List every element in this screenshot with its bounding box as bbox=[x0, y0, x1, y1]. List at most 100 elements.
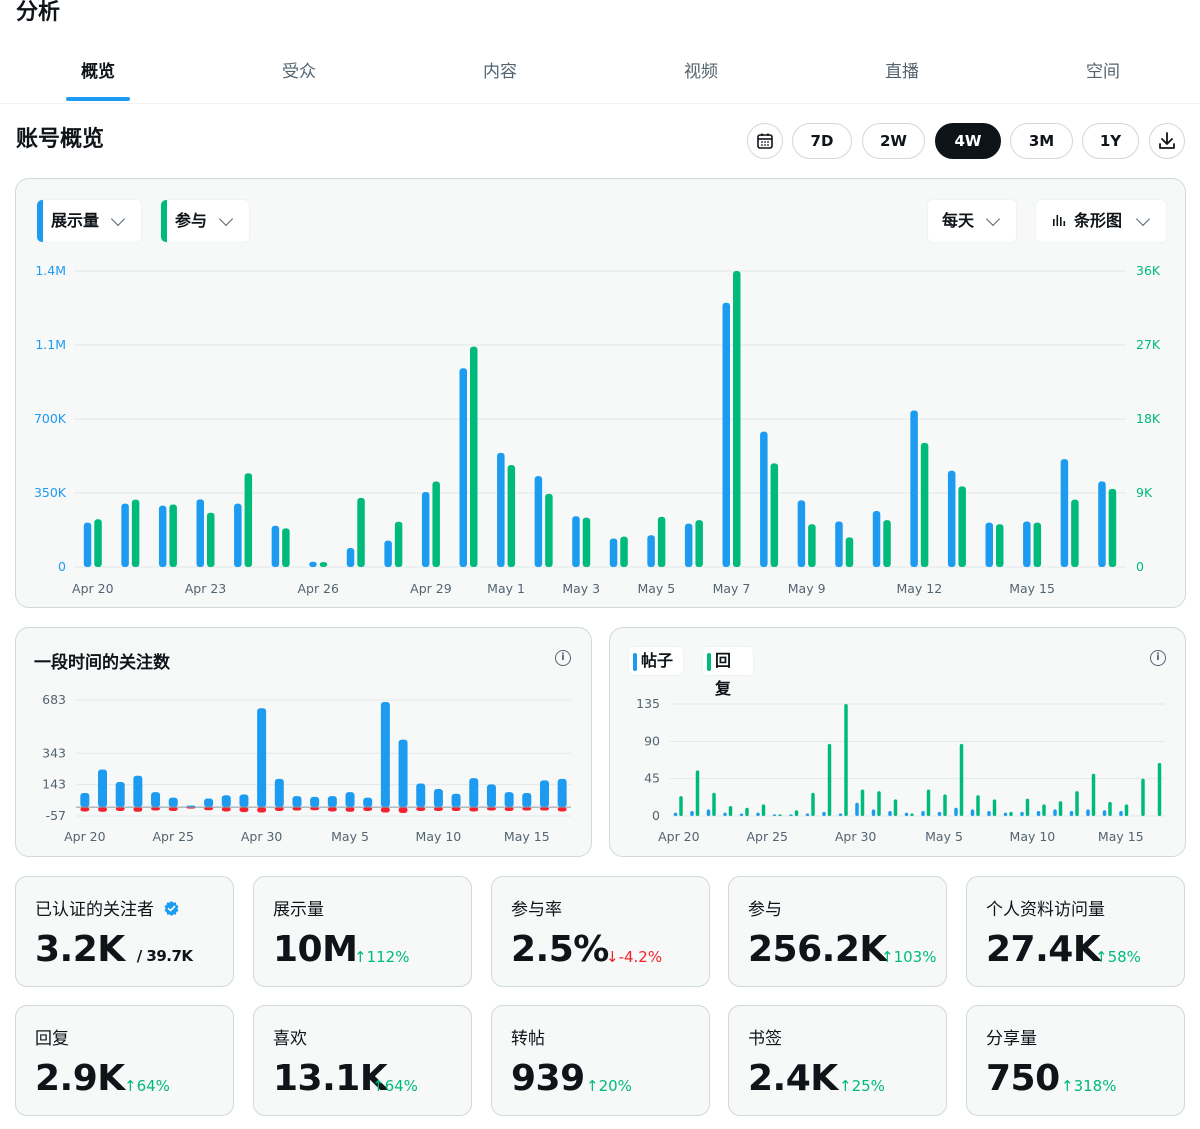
stat-card-profile-visits: 个人资料访问量 27.4K ↑58% bbox=[966, 876, 1185, 987]
granularity-label: 每天 bbox=[942, 211, 975, 230]
posts-bar bbox=[871, 809, 876, 816]
info-icon[interactable]: i bbox=[555, 650, 571, 666]
posts-bar bbox=[904, 812, 909, 816]
stat-value: 939 bbox=[511, 1058, 585, 1099]
stat-label: 参与率 bbox=[511, 900, 562, 920]
stat-card-engagements: 参与 256.2K ↑103% bbox=[728, 876, 947, 987]
posts-bar bbox=[838, 813, 843, 816]
left-axis-tick: 350K bbox=[34, 485, 67, 500]
legend-replies[interactable]: 回复 bbox=[702, 646, 754, 698]
range-2w-button[interactable]: 2W bbox=[862, 123, 925, 159]
info-icon[interactable]: i bbox=[1150, 650, 1166, 666]
left-axis-tick: 1.4M bbox=[35, 263, 66, 278]
tab-spaces[interactable]: 空间 bbox=[1086, 62, 1120, 82]
y-axis-tick: -57 bbox=[46, 808, 66, 823]
metric2-select[interactable]: 参与 bbox=[160, 199, 250, 243]
impressions-bar bbox=[346, 547, 355, 567]
replies-bar bbox=[1009, 811, 1013, 816]
posts-bar bbox=[690, 811, 694, 816]
replies-bar bbox=[794, 810, 799, 816]
replies-bar bbox=[860, 789, 865, 816]
calendar-button[interactable] bbox=[747, 123, 783, 159]
stat-label: 转帖 bbox=[511, 1029, 545, 1049]
tab-overview[interactable]: 概览 bbox=[81, 62, 115, 82]
impressions-bar bbox=[459, 368, 467, 567]
legend-posts[interactable]: 帖子 bbox=[628, 646, 684, 676]
x-axis-label: Apr 20 bbox=[72, 581, 114, 596]
tab-audience[interactable]: 受众 bbox=[282, 62, 316, 82]
unfollows-bar bbox=[98, 807, 108, 812]
engagement-bar bbox=[582, 517, 591, 567]
impressions-bar bbox=[985, 522, 993, 567]
stat-card-likes: 喜欢 13.1K ↑64% bbox=[253, 1005, 472, 1116]
replies-bar bbox=[695, 770, 700, 816]
engagement-bar bbox=[94, 519, 102, 567]
x-axis-label: May 15 bbox=[1098, 829, 1144, 844]
impressions-bar bbox=[609, 538, 618, 567]
engagement-bar bbox=[244, 473, 253, 567]
replies-bar bbox=[910, 813, 914, 816]
follows-bar bbox=[504, 792, 514, 808]
tab-video[interactable]: 视频 bbox=[684, 62, 718, 82]
stat-card-bookmarks: 书签 2.4K ↑25% bbox=[728, 1005, 947, 1116]
engagement-bar bbox=[319, 562, 328, 567]
right-axis-tick: 0 bbox=[1136, 559, 1144, 574]
unfollows-bar bbox=[239, 807, 249, 813]
unfollows-bar bbox=[398, 807, 408, 814]
engagement-bar bbox=[432, 481, 440, 567]
follows-bar bbox=[204, 798, 214, 808]
stat-change: ↑318% bbox=[1061, 1077, 1117, 1095]
range-7d-button[interactable]: 7D bbox=[792, 123, 852, 159]
range-3m-button[interactable]: 3M bbox=[1010, 123, 1073, 159]
posts-bar bbox=[739, 813, 744, 816]
tab-content[interactable]: 内容 bbox=[483, 62, 517, 82]
follows-bar bbox=[151, 792, 161, 808]
impressions-bar bbox=[910, 410, 918, 567]
unfollows-bar bbox=[345, 807, 355, 812]
posts-bar bbox=[987, 811, 991, 816]
unfollows-bar bbox=[486, 807, 496, 811]
tab-live[interactable]: 直播 bbox=[885, 62, 919, 82]
posts-chart: 135 90 45 0 Apr 20 Apr 25 Apr 30 May 5 May 10 May… bbox=[636, 696, 1165, 844]
page-title: 分析 bbox=[16, 0, 61, 25]
follows-bar bbox=[327, 796, 337, 808]
x-axis-label: May 12 bbox=[896, 581, 942, 596]
posts-bar bbox=[1102, 810, 1107, 816]
left-axis-tick: 700K bbox=[34, 411, 67, 426]
follows-bar bbox=[345, 792, 355, 808]
posts-bar bbox=[1003, 812, 1008, 816]
stat-label: 展示量 bbox=[273, 900, 324, 920]
posts-bar bbox=[921, 811, 925, 816]
range-1y-button[interactable]: 1Y bbox=[1082, 123, 1139, 159]
granularity-select[interactable]: 每天 bbox=[927, 199, 1017, 243]
replies-bar bbox=[1058, 801, 1063, 816]
chart-type-select[interactable]: 条形图 bbox=[1035, 199, 1167, 243]
y-axis-tick: 143 bbox=[42, 777, 66, 792]
impressions-bar bbox=[121, 503, 129, 567]
unfollows-bar bbox=[168, 807, 178, 811]
posts-bar bbox=[954, 807, 958, 816]
unfollows-bar bbox=[539, 807, 549, 811]
stat-label: 喜欢 bbox=[273, 1029, 307, 1049]
replies-bar bbox=[844, 704, 848, 816]
replies-bar bbox=[1075, 791, 1079, 816]
follows-bar bbox=[486, 784, 496, 808]
posts-bar bbox=[970, 809, 975, 816]
metric1-select[interactable]: 展示量 bbox=[36, 199, 142, 243]
engagement-bar bbox=[169, 504, 177, 567]
stat-label: 书签 bbox=[748, 1029, 782, 1049]
x-axis-label: Apr 20 bbox=[64, 829, 106, 844]
follows-bar bbox=[522, 792, 532, 808]
legend-replies-label: 回复 bbox=[715, 651, 732, 698]
range-4w-button[interactable]: 4W bbox=[935, 123, 1001, 159]
impressions-bar bbox=[158, 505, 167, 567]
stat-label: 参与 bbox=[748, 900, 782, 920]
unfollows-bar bbox=[133, 807, 143, 812]
replies-bar bbox=[679, 796, 683, 816]
stat-value: 10M bbox=[273, 929, 358, 970]
posts-bar bbox=[937, 811, 942, 816]
impressions-bar bbox=[572, 516, 580, 567]
impressions-bar bbox=[497, 452, 505, 567]
engagement-bar bbox=[657, 516, 666, 567]
download-button[interactable] bbox=[1149, 123, 1185, 159]
